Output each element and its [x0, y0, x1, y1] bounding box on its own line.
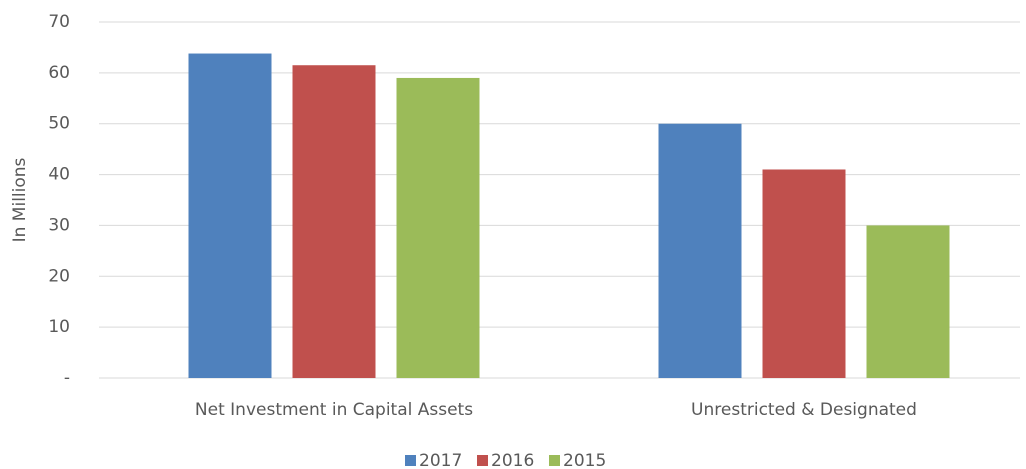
x-tick-label: Unrestricted & Designated [691, 400, 917, 420]
legend-label: 2016 [491, 451, 534, 469]
y-tick-label: 50 [48, 114, 70, 134]
legend-swatch [405, 455, 416, 466]
bar [292, 65, 376, 378]
y-tick-label: 20 [48, 266, 70, 286]
legend-label: 2017 [419, 451, 462, 469]
bar [396, 77, 480, 378]
y-axis-label: In Millions [10, 157, 30, 242]
bar [188, 53, 272, 378]
y-tick-label: 30 [48, 215, 70, 235]
y-tick-label: 40 [48, 165, 70, 185]
y-tick-label: 10 [48, 317, 70, 337]
bar [762, 169, 846, 378]
bar [658, 123, 742, 378]
legend-label: 2015 [563, 451, 606, 469]
x-tick-label: Net Investment in Capital Assets [195, 400, 473, 420]
y-tick-label: 60 [48, 63, 70, 83]
y-tick-label: 70 [48, 12, 70, 32]
bar [866, 225, 950, 378]
y-tick-label: - [64, 368, 70, 388]
legend-swatch [549, 455, 560, 466]
legend-swatch [477, 455, 488, 466]
